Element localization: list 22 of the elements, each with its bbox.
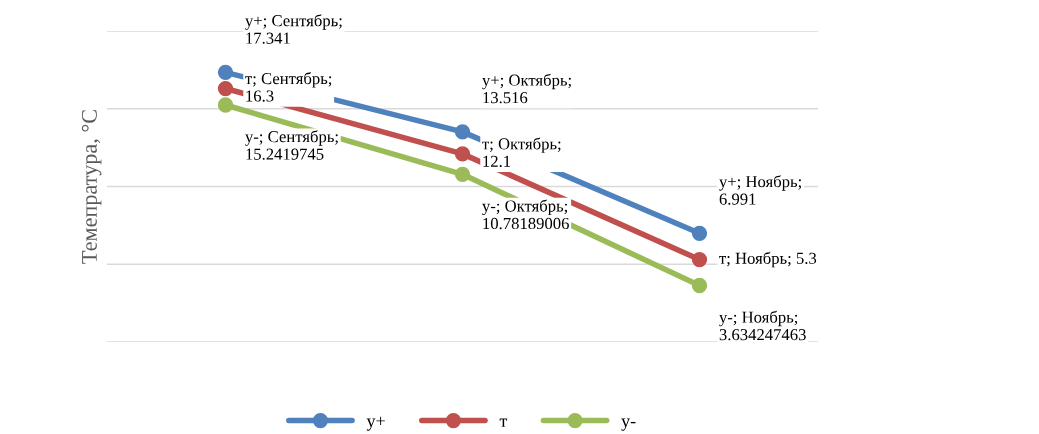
legend-label: т [499, 418, 508, 427]
point [217, 97, 234, 113]
point [217, 80, 234, 97]
legend-label: y- [621, 418, 636, 431]
point [454, 166, 471, 182]
data-label: т; Сентябрь; 16.3 [245, 72, 332, 102]
y-axis-title: Темепратура, °C [81, 110, 102, 264]
legend-label: y+ [366, 416, 385, 431]
point [454, 124, 471, 140]
data-label: y+; Октябрь; 13.516 [482, 73, 571, 104]
point [691, 251, 708, 268]
data-label: y-; Ноябрь; 3.634247463 [719, 310, 806, 341]
point [691, 277, 708, 294]
data-label: y+; Ноябрь; 6.991 [719, 175, 801, 205]
point [454, 146, 471, 162]
data-label: y-; Сентябрь; 15.2419745 [245, 130, 338, 160]
data-label: y-; Октябрь; 10.78189006 [482, 199, 569, 230]
data-label: y+; Сентябрь; 17.341 [245, 14, 342, 44]
data-label: т; Октябрь; 12.1 [482, 137, 561, 167]
data-label: т; Ноябрь; 5.3 [719, 251, 817, 268]
point [691, 225, 708, 241]
point [217, 64, 234, 80]
